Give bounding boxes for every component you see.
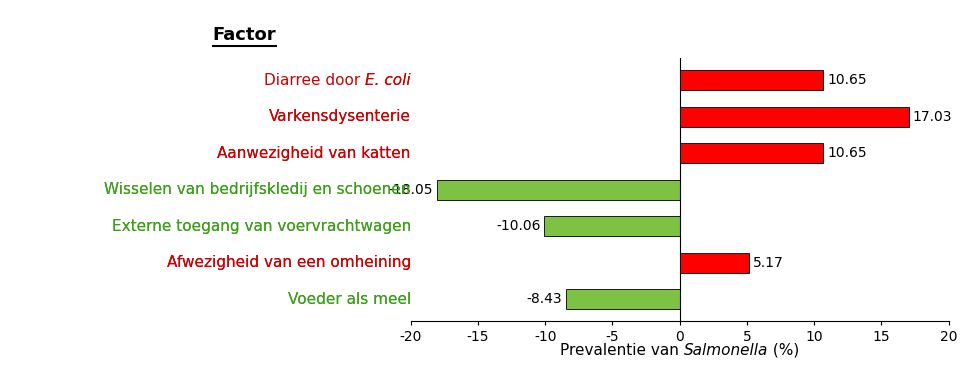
Bar: [679, 70, 822, 91]
Text: Aanwezigheid van katten: Aanwezigheid van katten: [217, 146, 410, 161]
Text: Afwezigheid van een omheining: Afwezigheid van een omheining: [166, 255, 410, 270]
Text: Prevalentie van: Prevalentie van: [560, 343, 683, 358]
Text: 17.03: 17.03: [912, 110, 952, 124]
Text: 10.65: 10.65: [827, 146, 866, 160]
Text: 5.17: 5.17: [752, 256, 784, 270]
Text: Externe toegang van voervrachtwagen: Externe toegang van voervrachtwagen: [111, 219, 410, 234]
Text: Varkensdysenterie: Varkensdysenterie: [269, 109, 410, 124]
Text: -8.43: -8.43: [527, 292, 562, 306]
Text: E. coli: E. coli: [364, 73, 410, 88]
Text: Factor: Factor: [212, 26, 276, 43]
Text: Voeder als meel: Voeder als meel: [287, 292, 410, 307]
Text: Varkensdysenterie: Varkensdysenterie: [269, 109, 410, 124]
Bar: [544, 216, 679, 237]
Text: Diarree door: Diarree door: [264, 73, 364, 88]
Bar: [566, 289, 679, 310]
Text: Voeder als meel: Voeder als meel: [287, 292, 410, 307]
Text: Afwezigheid van een omheining: Afwezigheid van een omheining: [166, 255, 410, 270]
Text: Wisselen van bedrijfskledij en schoenen: Wisselen van bedrijfskledij en schoenen: [105, 182, 410, 197]
Text: E. coli: E. coli: [364, 73, 410, 88]
Text: Externe toegang van voervrachtwagen: Externe toegang van voervrachtwagen: [111, 219, 410, 234]
Text: Salmonella: Salmonella: [683, 343, 767, 358]
Bar: [679, 253, 748, 273]
Text: 10.65: 10.65: [827, 73, 866, 87]
Text: Aanwezigheid van katten: Aanwezigheid van katten: [217, 146, 410, 161]
Text: -10.06: -10.06: [495, 219, 540, 233]
Bar: [437, 180, 679, 200]
Text: (%): (%): [767, 343, 798, 358]
Text: -18.05: -18.05: [388, 183, 433, 197]
Bar: [679, 107, 908, 127]
Text: Wisselen van bedrijfskledij en schoenen: Wisselen van bedrijfskledij en schoenen: [105, 182, 410, 197]
Bar: [679, 143, 822, 164]
